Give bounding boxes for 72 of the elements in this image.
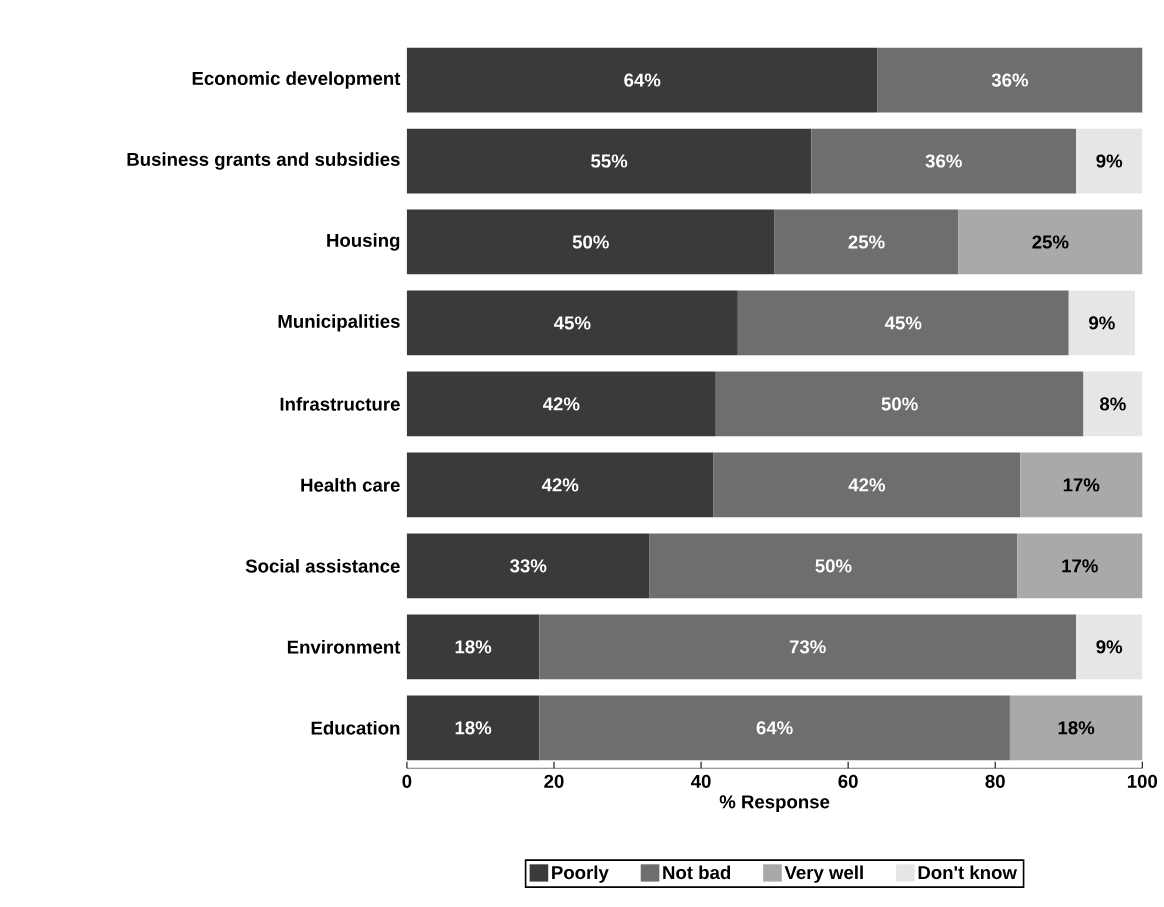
bar <box>406 533 650 599</box>
data-label: 36% <box>991 73 1029 87</box>
data-label: 42% <box>543 397 580 411</box>
bar <box>649 533 1018 599</box>
bar <box>1009 695 1143 761</box>
bar <box>1020 452 1143 518</box>
data-label: 45% <box>884 316 922 330</box>
y-tick-label: Education <box>311 721 400 735</box>
data-label: 42% <box>541 478 579 492</box>
legend-label: Don't know <box>918 865 1017 880</box>
bar <box>737 290 1069 356</box>
bar <box>406 614 540 680</box>
data-label: 9% <box>1089 316 1115 330</box>
data-label: 18% <box>1058 721 1095 735</box>
x-tick-label: 40 <box>691 774 711 789</box>
bar <box>1076 128 1143 194</box>
y-tick-label: Municipalities <box>278 314 400 332</box>
y-tick-label: Housing <box>327 233 400 251</box>
bar <box>713 452 1021 518</box>
data-label: 64% <box>624 73 661 87</box>
bar <box>539 614 1077 680</box>
y-tick-label: Social assistance <box>245 559 400 573</box>
data-label: 50% <box>815 559 852 573</box>
data-label: 17% <box>1063 478 1100 492</box>
data-label: 50% <box>572 235 609 249</box>
y-tick-label: Business grants and subsidies <box>127 152 400 170</box>
bar <box>877 47 1143 113</box>
data-label: 50% <box>881 397 918 411</box>
bar <box>406 695 540 761</box>
data-label: 25% <box>1032 235 1069 249</box>
data-label: 25% <box>848 235 885 249</box>
bar <box>811 128 1077 194</box>
data-label: 55% <box>591 154 628 168</box>
data-label: 42% <box>848 478 886 492</box>
data-label: 9% <box>1096 640 1123 654</box>
bar <box>1076 614 1143 680</box>
x-tick-label: 20 <box>544 774 564 789</box>
x-tick-label: 100 <box>1127 774 1158 789</box>
data-label: 8% <box>1100 397 1126 411</box>
data-label: 18% <box>455 721 492 735</box>
bar <box>1083 371 1143 437</box>
y-tick-label: Infrastructure <box>280 397 400 411</box>
data-label: 9% <box>1096 154 1123 168</box>
bar <box>958 209 1143 275</box>
x-tick-label: 0 <box>402 774 412 789</box>
y-tick-label: Environment <box>287 640 401 654</box>
bar <box>406 371 716 437</box>
data-label: 73% <box>789 640 826 654</box>
bar <box>539 695 1010 761</box>
data-label: 64% <box>756 721 793 735</box>
data-label: 18% <box>455 640 492 654</box>
legend-label: Poorly <box>552 865 609 884</box>
data-label: 36% <box>925 154 962 168</box>
x-tick-label: 60 <box>838 774 858 789</box>
bar <box>1017 533 1143 599</box>
bar <box>715 371 1084 437</box>
x-tick-label: 80 <box>985 774 1005 789</box>
bar <box>406 209 775 275</box>
data-label: 33% <box>510 559 547 573</box>
bar <box>406 128 812 194</box>
x-axis-title: % Response <box>719 795 830 813</box>
y-tick-label: Health care <box>301 478 400 492</box>
bar <box>406 47 878 113</box>
data-label: 17% <box>1062 559 1098 573</box>
data-label: 45% <box>554 316 591 330</box>
bar <box>1068 290 1135 356</box>
legend-label: Not bad <box>663 865 731 880</box>
bar <box>774 209 959 275</box>
y-tick-label: Economic development <box>192 71 401 89</box>
bar <box>406 452 714 518</box>
bar <box>406 290 738 356</box>
legend-label: Very well <box>784 865 863 884</box>
